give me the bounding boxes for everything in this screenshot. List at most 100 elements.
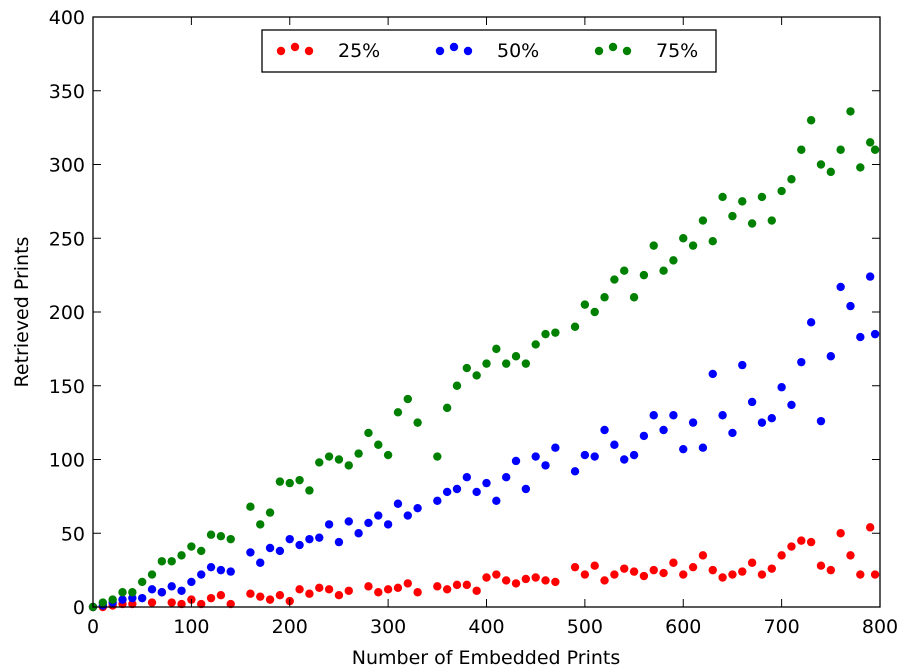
legend-marker xyxy=(304,46,314,56)
data-point xyxy=(206,530,216,539)
data-point xyxy=(344,586,353,595)
data-point xyxy=(393,408,403,417)
data-point xyxy=(541,329,550,339)
data-point xyxy=(167,582,176,591)
data-point xyxy=(511,352,521,361)
data-point xyxy=(826,565,836,575)
legend-marker xyxy=(608,42,618,52)
data-point xyxy=(826,352,836,361)
x-tick-label: 400 xyxy=(468,616,504,638)
data-point xyxy=(541,576,550,585)
data-point xyxy=(265,595,275,604)
data-point xyxy=(787,542,796,551)
data-point xyxy=(708,565,717,575)
data-point xyxy=(659,568,668,578)
data-point xyxy=(442,403,452,413)
data-point xyxy=(482,478,491,488)
data-point xyxy=(157,557,167,566)
data-point xyxy=(531,340,540,349)
data-point xyxy=(659,425,668,435)
legend-marker xyxy=(449,42,459,52)
data-point xyxy=(128,593,137,603)
data-point xyxy=(718,192,727,202)
data-point xyxy=(216,532,226,541)
data-point xyxy=(177,586,186,595)
legend-box xyxy=(261,29,717,73)
data-point xyxy=(797,536,806,545)
data-point xyxy=(600,293,609,302)
data-point xyxy=(836,145,845,154)
data-point xyxy=(492,496,501,505)
data-point xyxy=(551,328,560,337)
y-axis-title: Retrieved Prints xyxy=(11,237,33,388)
data-point xyxy=(659,266,668,275)
data-point xyxy=(462,473,472,482)
data-point xyxy=(354,449,363,458)
data-point xyxy=(669,411,678,420)
y-tick-label: 300 xyxy=(49,155,85,177)
data-point xyxy=(275,477,285,486)
data-point xyxy=(157,588,167,597)
y-tick-label: 50 xyxy=(61,523,85,545)
data-point xyxy=(472,586,481,595)
data-point xyxy=(383,520,393,529)
data-point xyxy=(167,557,176,566)
data-point xyxy=(738,360,747,370)
plot-content xyxy=(88,107,880,612)
data-point xyxy=(870,145,880,154)
data-point xyxy=(413,588,422,597)
data-point xyxy=(639,270,649,280)
data-point xyxy=(167,598,176,607)
data-point xyxy=(777,551,786,560)
data-point xyxy=(285,478,294,488)
data-point xyxy=(128,599,137,609)
data-point xyxy=(403,394,412,404)
data-point xyxy=(531,452,540,461)
legend-marker xyxy=(622,46,632,56)
data-point xyxy=(364,428,373,438)
data-point xyxy=(501,359,511,368)
data-point xyxy=(580,300,590,309)
data-point xyxy=(610,570,619,579)
series-1 xyxy=(88,272,880,612)
legend-marker xyxy=(463,46,473,56)
data-point xyxy=(787,175,796,184)
data-point xyxy=(787,400,796,410)
data-point xyxy=(364,582,373,591)
legend-marker xyxy=(276,46,286,56)
data-point xyxy=(118,595,127,604)
x-tick-label: 300 xyxy=(370,616,406,638)
data-point xyxy=(137,593,147,603)
y-tick-label: 100 xyxy=(49,450,85,472)
data-point xyxy=(629,450,639,460)
data-point xyxy=(295,475,304,485)
data-point xyxy=(216,565,226,575)
data-point xyxy=(256,520,265,529)
data-point xyxy=(324,452,334,461)
legend-marker xyxy=(594,46,604,56)
data-point xyxy=(718,573,727,582)
data-point xyxy=(639,571,649,581)
data-point xyxy=(570,467,580,476)
data-point xyxy=(806,116,816,125)
data-point xyxy=(551,443,560,452)
data-point xyxy=(374,588,383,597)
data-point xyxy=(856,332,865,342)
legend-item: 50% xyxy=(435,40,539,62)
data-point xyxy=(806,318,816,327)
data-point xyxy=(197,599,206,609)
x-tick-label: 100 xyxy=(173,616,209,638)
data-point xyxy=(649,241,658,250)
data-point xyxy=(747,397,757,407)
data-point xyxy=(187,542,196,551)
data-point xyxy=(511,579,521,588)
data-point xyxy=(639,431,649,441)
y-axis: 0 50 100 150 200 250 300 350 400 xyxy=(49,7,880,619)
data-point xyxy=(197,570,206,579)
data-point xyxy=(403,511,412,520)
data-point xyxy=(393,499,403,508)
data-point xyxy=(197,546,206,556)
data-point xyxy=(324,520,334,529)
data-point xyxy=(669,558,678,567)
data-point xyxy=(708,369,717,379)
